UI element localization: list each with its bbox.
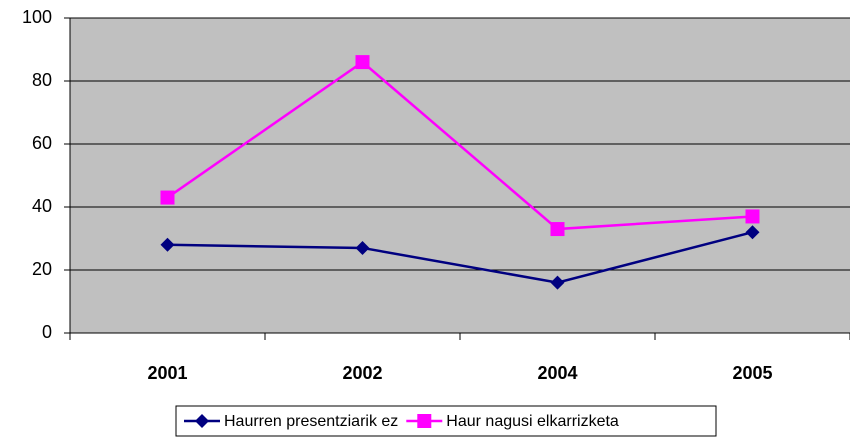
y-tick-label: 60: [32, 133, 52, 153]
x-tick-label: 2002: [342, 363, 382, 383]
data-point: [745, 225, 760, 240]
series-line: [167, 230, 753, 284]
x-tick-label: 2001: [147, 363, 187, 383]
x-tick-label: 2005: [732, 363, 772, 383]
x-tick-label: 2004: [537, 363, 577, 383]
y-tick-label: 100: [22, 7, 52, 27]
data-point: [550, 222, 565, 237]
y-tick-label: 0: [42, 322, 52, 342]
data-point: [745, 209, 760, 224]
data-point: [355, 240, 370, 255]
legend-marker: [417, 414, 432, 428]
data-point: [550, 275, 565, 290]
data-point: [160, 190, 175, 205]
y-tick-label: 80: [32, 70, 52, 90]
series-line: [166, 60, 753, 231]
y-tick-label: 40: [32, 196, 52, 216]
legend-label: Haurren presentziarik ez: [224, 413, 398, 430]
data-point: [355, 55, 370, 70]
data-point: [160, 237, 175, 252]
legend-label: Haur nagusi elkarrizketa: [446, 413, 619, 430]
plot-area: [70, 18, 850, 333]
legend-box: [175, 405, 717, 437]
legend-marker: [195, 414, 209, 428]
y-tick-label: 20: [32, 259, 52, 279]
